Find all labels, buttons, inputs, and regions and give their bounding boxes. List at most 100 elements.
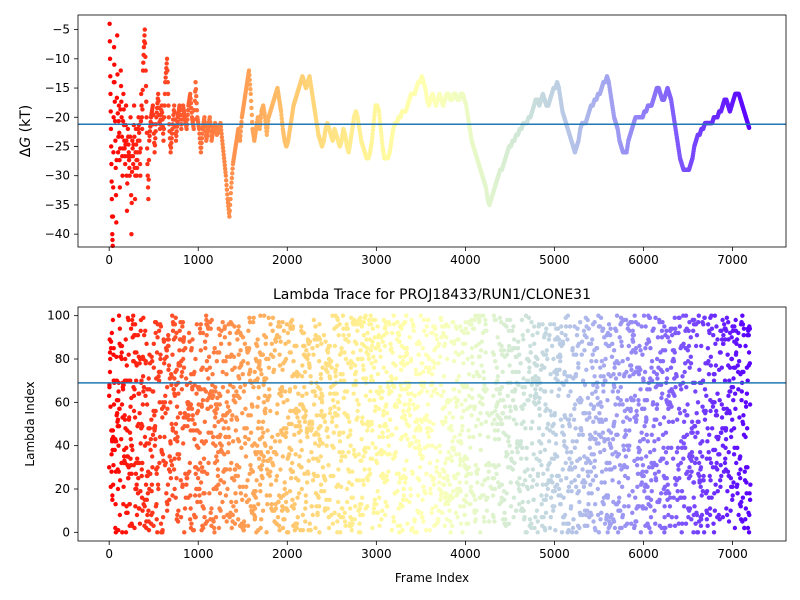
lambda-point: [589, 358, 594, 364]
lambda-point: [171, 467, 177, 472]
lambda-point: [296, 478, 301, 483]
lambda-point: [437, 480, 442, 485]
lambda-point: [122, 413, 127, 418]
lambda-point: [308, 374, 313, 379]
lambda-point: [396, 471, 401, 477]
lambda-point: [448, 397, 453, 403]
lambda-point: [510, 467, 516, 472]
lambda-point: [204, 519, 210, 524]
lambda-point: [378, 384, 383, 390]
lambda-point: [556, 393, 561, 399]
lambda-point: [538, 367, 544, 373]
lambda-point: [585, 395, 591, 401]
lambda-point: [545, 467, 550, 472]
lambda-point: [539, 501, 544, 507]
lambda-point: [363, 449, 368, 455]
lambda-point: [562, 512, 568, 518]
lambda-point: [543, 330, 548, 336]
delta-g-point: [222, 159, 227, 164]
delta-g-point: [159, 110, 165, 115]
lambda-point: [467, 404, 473, 409]
lambda-point: [560, 423, 565, 429]
lambda-point: [576, 365, 581, 370]
lambda-point: [220, 319, 225, 325]
lambda-point: [340, 371, 345, 377]
lambda-point: [246, 345, 252, 351]
lambda-point: [629, 521, 634, 526]
lambda-point: [150, 432, 156, 438]
lambda-point: [283, 356, 289, 362]
lambda-point: [365, 330, 370, 336]
delta-g-point: [107, 56, 113, 62]
lambda-point: [313, 332, 318, 338]
lambda-point: [491, 393, 496, 399]
lambda-point: [117, 326, 123, 331]
lambda-point: [306, 458, 311, 464]
lambda-point: [563, 460, 568, 466]
delta-g-point: [134, 173, 139, 178]
lambda-point: [590, 352, 595, 357]
lambda-point: [594, 358, 599, 364]
lambda-point: [520, 482, 526, 487]
delta-g-point: [111, 115, 116, 120]
delta-g-point: [191, 126, 196, 132]
lambda-point: [268, 322, 273, 327]
lambda-point: [191, 527, 197, 533]
lambda-point: [134, 482, 139, 487]
delta-g-point: [131, 161, 136, 167]
lambda-point: [566, 484, 572, 490]
lambda-point: [598, 449, 603, 455]
delta-g-point: [279, 119, 285, 125]
x-tick-label: 5000: [539, 253, 570, 267]
delta-g-point: [108, 126, 114, 132]
unit: (kT): [18, 105, 34, 137]
delta-g-point: [109, 161, 114, 167]
lambda-point: [387, 322, 392, 327]
lambda-point: [204, 332, 209, 338]
lambda-point: [656, 436, 661, 442]
lambda-point: [592, 458, 598, 464]
lambda-point: [520, 445, 525, 451]
lambda-point: [128, 436, 134, 442]
lambda-point: [160, 452, 166, 457]
x-tick-label: 4000: [450, 253, 481, 267]
lambda-point: [397, 393, 403, 399]
lambda-point: [588, 402, 594, 407]
lambda-point: [479, 363, 484, 368]
lambda-point: [411, 328, 416, 334]
lambda-point: [515, 449, 520, 455]
lambda-point: [421, 317, 427, 323]
lambda-point: [287, 387, 293, 392]
delta-g-point: [114, 95, 120, 100]
lambda-point: [332, 343, 338, 349]
lambda-point: [291, 358, 296, 364]
lambda-point: [375, 488, 380, 494]
lambda-point: [450, 523, 455, 529]
delta-g-point: [119, 134, 125, 139]
lambda-point: [355, 408, 360, 414]
lambda-point: [586, 473, 591, 479]
lambda-point: [281, 328, 287, 334]
lambda-point: [148, 447, 153, 453]
lambda-point: [599, 358, 605, 364]
lambda-point: [237, 376, 242, 381]
lambda-point: [634, 462, 640, 468]
lambda-point: [495, 480, 501, 485]
lambda-point: [343, 523, 348, 529]
lambda-point: [649, 432, 654, 438]
lambda-point: [592, 319, 597, 325]
lambda-point: [497, 315, 503, 321]
lambda-point: [421, 484, 426, 490]
lambda-point: [230, 413, 235, 418]
lambda-point: [490, 493, 496, 498]
lambda-point: [400, 387, 405, 392]
lambda-point: [558, 501, 563, 507]
lambda-point: [121, 484, 126, 490]
lambda-point: [418, 447, 423, 453]
lambda-point: [402, 319, 408, 325]
delta-g-point: [258, 119, 263, 125]
lambda-point: [275, 514, 281, 520]
lambda-point: [293, 452, 298, 457]
delta-g-point: [225, 192, 230, 197]
lambda-point: [555, 482, 560, 487]
